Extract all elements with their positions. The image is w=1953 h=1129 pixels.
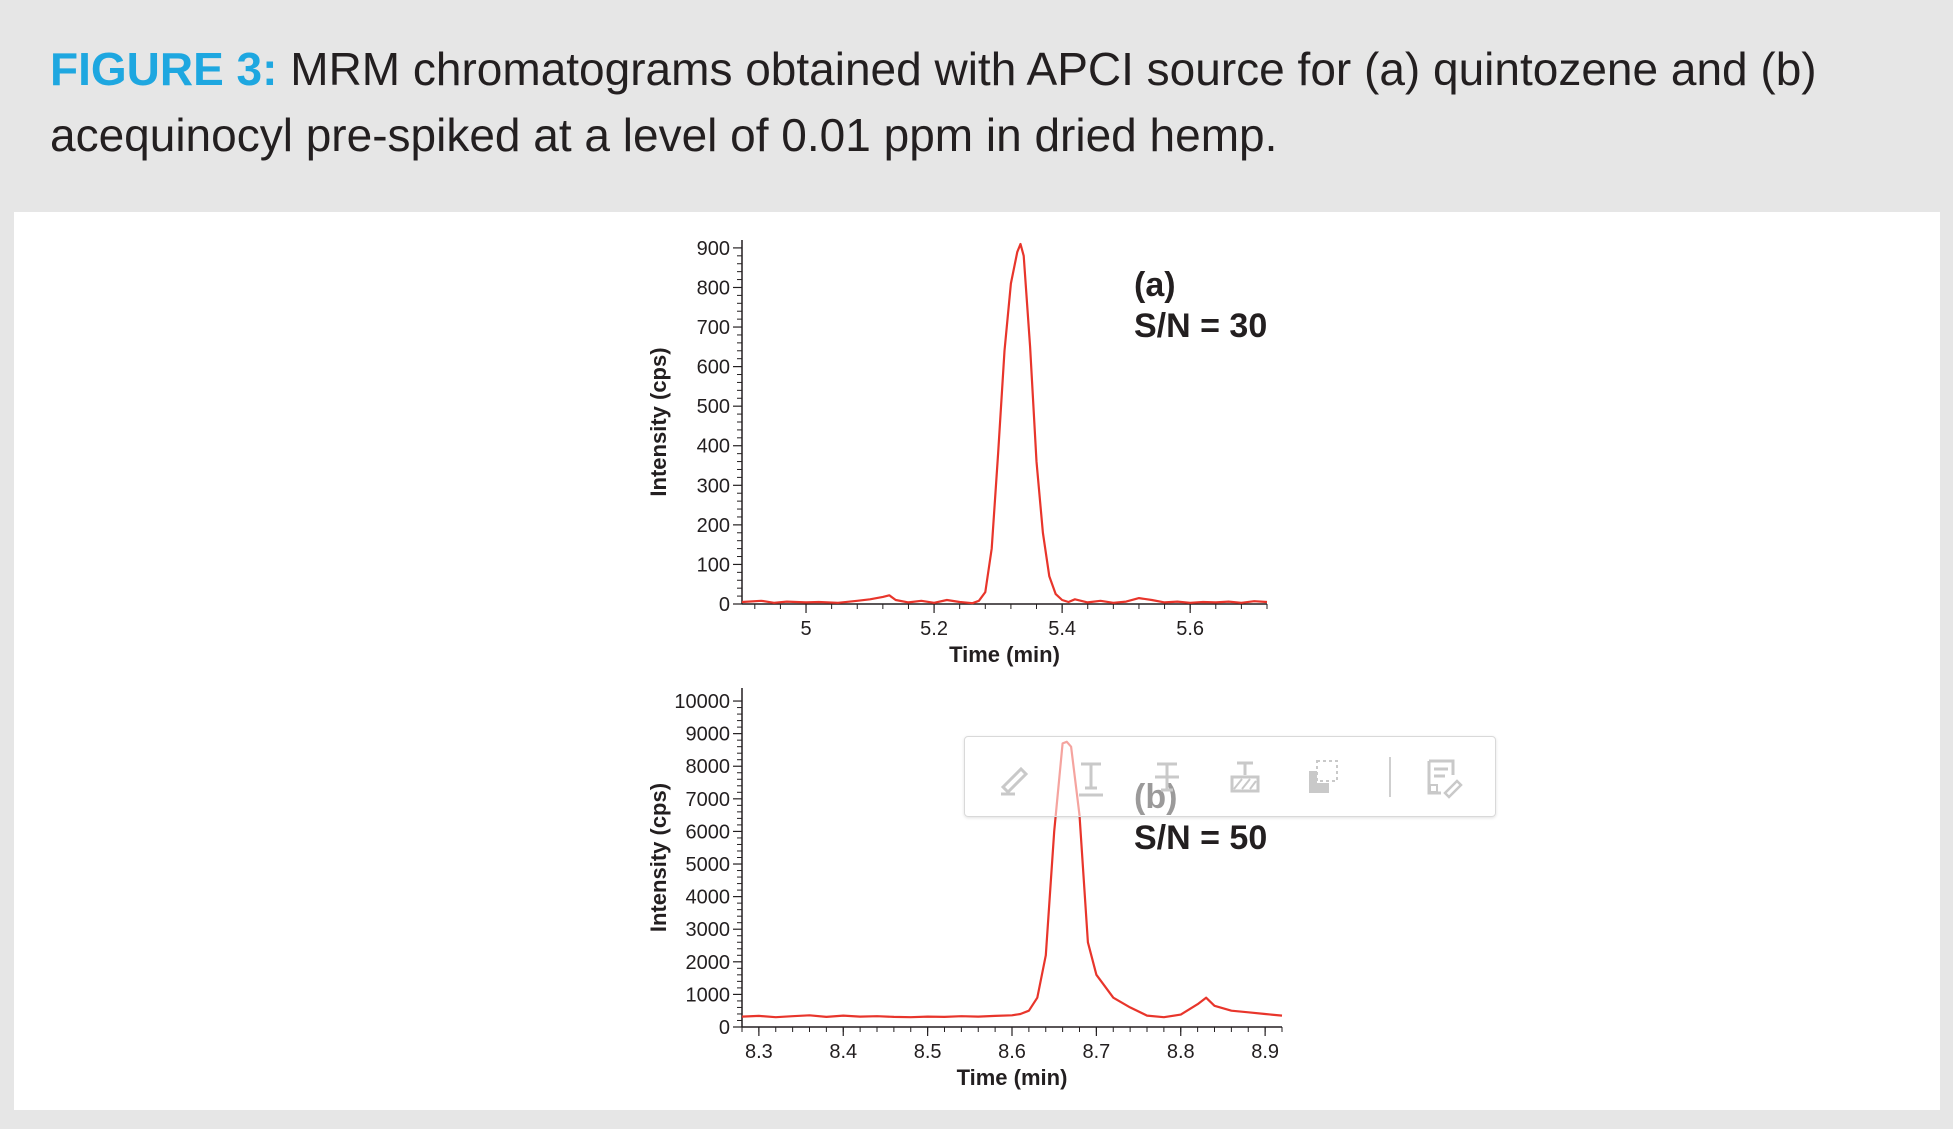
strikethrough-icon[interactable]: [1145, 755, 1189, 799]
y-tick-label: 500: [697, 396, 730, 418]
figure-caption: FIGURE 3: MRM chromatograms obtained wit…: [50, 36, 1900, 168]
y-tick-label: 0: [719, 1017, 730, 1039]
peak-annotation: S/N = 50: [1134, 819, 1267, 857]
x-tick-label: 8.8: [1167, 1041, 1195, 1063]
x-tick-label: 5.6: [1176, 618, 1204, 640]
x-axis-label: Time (min): [949, 642, 1060, 667]
y-tick-label: 5000: [686, 854, 731, 876]
y-tick-label: 3000: [686, 919, 731, 941]
y-axis-label: Intensity (cps): [646, 347, 671, 496]
toolbar-separator: [1389, 757, 1391, 797]
y-tick-label: 10000: [674, 691, 730, 713]
annotation-toolbar: [964, 736, 1496, 817]
y-axis-label: Intensity (cps): [646, 783, 671, 932]
y-tick-label: 900: [697, 238, 730, 260]
text-replace-icon[interactable]: [1223, 755, 1267, 799]
x-tick-label: 8.4: [829, 1041, 857, 1063]
text-insert-icon[interactable]: [1069, 755, 1113, 799]
x-tick-label: 5.2: [920, 618, 948, 640]
y-tick-label: 1000: [686, 984, 731, 1006]
peak-annotation: (a): [1134, 266, 1176, 304]
chart-a: 0 100 200 300 400 500 600 700 800 900 5 5.2 5.4 5.6 Ti…: [646, 238, 1268, 667]
chart-area: 0 100 200 300 400 500 600 700 800 900 5 5.2 5.4 5.6 Ti…: [646, 238, 1283, 1090]
figure-panel: 0 100 200 300 400 500 600 700 800 900 5 5.2 5.4 5.6 Ti…: [14, 212, 1940, 1110]
peak-annotation: S/N = 30: [1134, 307, 1267, 345]
y-tick-label: 700: [697, 317, 730, 339]
y-tick-label: 100: [697, 554, 730, 576]
x-tick-label: 5.4: [1048, 618, 1076, 640]
area-select-icon[interactable]: [1301, 755, 1345, 799]
highlight-pen-icon[interactable]: [993, 755, 1037, 799]
y-tick-label: 800: [697, 277, 730, 299]
x-tick-label: 8.5: [914, 1041, 942, 1063]
x-tick-label: 8.6: [998, 1041, 1026, 1063]
chromatogram-trace: [741, 242, 1268, 605]
x-tick-label: 5: [800, 618, 811, 640]
y-tick-label: 0: [719, 594, 730, 616]
y-tick-label: 9000: [686, 724, 731, 746]
figure-caption-text: MRM chromatograms obtained with APCI sou…: [50, 43, 1817, 161]
y-tick-label: 6000: [686, 821, 731, 843]
y-tick-label: 2000: [686, 952, 731, 974]
x-tick-label: 8.3: [745, 1041, 773, 1063]
y-tick-label: 7000: [686, 789, 731, 811]
chromatogram-trace: [741, 740, 1283, 1019]
chart-b: 0 1000 2000 3000 4000 5000 6000 7000 8000 9000 100…: [646, 688, 1283, 1090]
y-tick-label: 4000: [686, 887, 731, 909]
x-axis-label: Time (min): [957, 1065, 1068, 1090]
x-tick-label: 8.7: [1082, 1041, 1110, 1063]
y-tick-label: 300: [697, 475, 730, 497]
figure-label: FIGURE 3:: [50, 43, 278, 95]
y-tick-label: 600: [697, 357, 730, 379]
note-edit-icon[interactable]: [1421, 755, 1465, 799]
y-tick-label: 400: [697, 436, 730, 458]
y-tick-label: 200: [697, 515, 730, 537]
y-tick-label: 8000: [686, 756, 731, 778]
x-tick-label: 8.9: [1251, 1041, 1279, 1063]
